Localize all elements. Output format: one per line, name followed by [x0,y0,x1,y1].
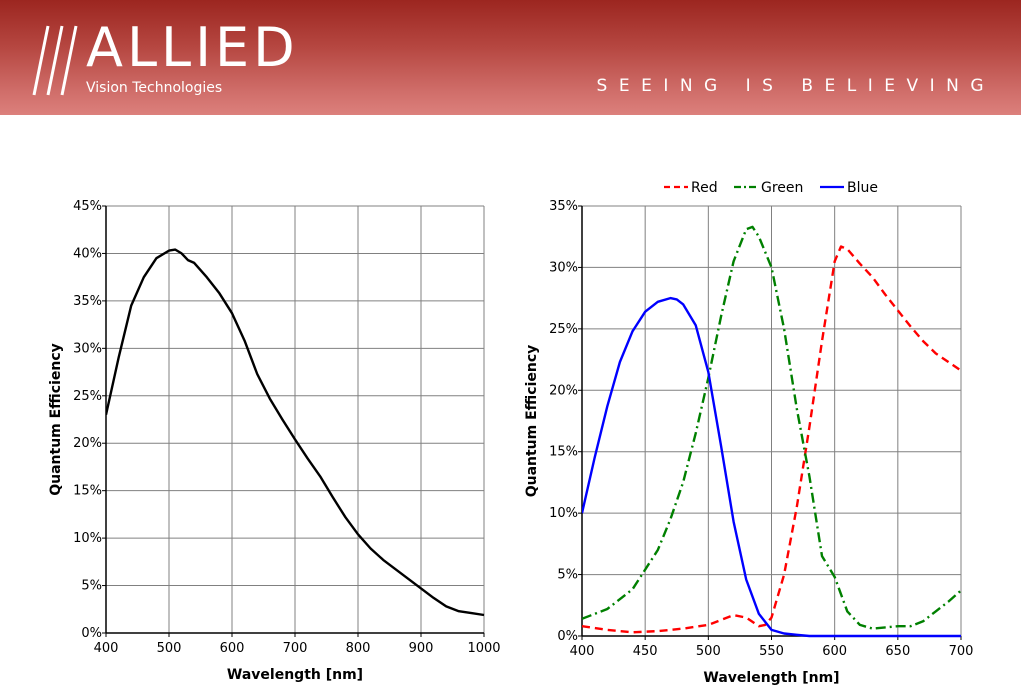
legend-label-red: Red [691,180,718,196]
x-tick-label: 600 [220,641,245,656]
x-tick-label: 1000 [467,641,500,656]
mono-qe-chart: 0% 5% 10% 15% 20% 25% 30% 35% 40% 45% 400 500 600 700… [48,199,501,683]
x-tick-label: 450 [633,644,658,659]
x-tick-label: 550 [759,644,784,659]
y-tick-label: 0% [557,629,578,644]
legend-label-blue: Blue [847,180,878,196]
y-tick-label: 20% [73,436,102,451]
y-tick-label: 40% [73,246,102,261]
y-tick-label: 10% [549,506,578,521]
brand-subtitle: Vision Technologies [86,80,223,96]
x-tick-label: 400 [94,641,119,656]
y-tick-label: 0% [81,626,102,641]
y-tick-label: 25% [549,322,578,337]
x-tick-label: 400 [570,644,595,659]
color-qe-chart: 0% 5% 10% 15% 20% 25% 30% 35% 400 450 500 550 600 650… [524,180,973,686]
x-tick-label: 500 [696,644,721,659]
y-axis-label: Quantum Efficiency [48,343,64,496]
series-line-0 [106,248,485,617]
y-tick-label: 5% [557,568,578,583]
x-tick-label: 700 [283,641,308,656]
x-tick-label: 900 [409,641,434,656]
series-line-red [582,245,962,634]
y-tick-label: 30% [549,260,578,275]
y-tick-label: 15% [73,484,102,499]
y-tick-label: 35% [549,199,578,214]
x-axis-label: Wavelength [nm] [703,670,839,686]
header-banner: ALLIED Vision Technologies SEEING IS BEL… [0,0,1021,115]
brand-name: ALLIED [86,16,299,79]
y-axis-label: Quantum Efficiency [524,345,540,498]
y-tick-label: 5% [81,579,102,594]
y-tick-label: 20% [549,383,578,398]
y-tick-label: 10% [73,531,102,546]
x-tick-label: 800 [346,641,371,656]
y-tick-label: 35% [73,294,102,309]
tagline: SEEING IS BELIEVING [596,76,995,96]
y-tick-label: 30% [73,341,102,356]
logo-slashes-icon [32,25,78,96]
x-tick-label: 650 [885,644,910,659]
x-axis-label: Wavelength [nm] [227,667,363,683]
x-tick-label: 700 [949,644,974,659]
x-tick-label: 500 [157,641,182,656]
y-tick-label: 45% [73,199,102,214]
y-tick-label: 25% [73,389,102,404]
legend-label-green: Green [761,180,803,196]
series-line-green [582,225,962,630]
x-tick-label: 600 [822,644,847,659]
series-line-blue [582,296,961,638]
y-tick-label: 15% [549,445,578,460]
